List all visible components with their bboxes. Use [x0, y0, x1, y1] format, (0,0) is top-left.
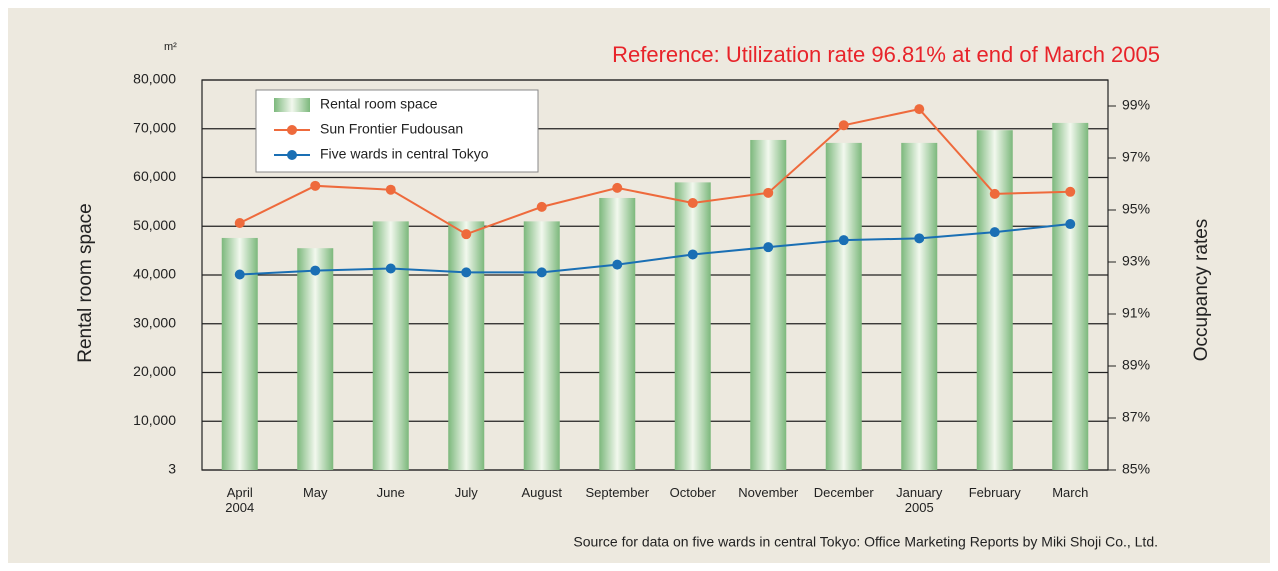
y-tick-label: 20,000: [133, 363, 176, 379]
line-point: [461, 267, 472, 278]
x-tick-label: December: [814, 485, 875, 500]
line-point: [612, 259, 623, 270]
bar: [1052, 122, 1089, 471]
unit-label: m²: [164, 41, 177, 53]
line-point: [989, 227, 1000, 238]
y2-tick-label: 87%: [1122, 409, 1150, 425]
x-tick-label: November: [738, 485, 799, 500]
legend-label: Five wards in central Tokyo: [320, 146, 489, 162]
bar: [297, 248, 334, 470]
line-point: [914, 233, 925, 244]
legend-label: Rental room space: [320, 96, 438, 112]
bar: [372, 221, 409, 470]
bar: [825, 142, 862, 470]
bar: [599, 197, 636, 470]
chart-title: Reference: Utilization rate 96.81% at en…: [612, 42, 1160, 67]
x-tick-label: October: [670, 485, 717, 500]
line-point: [612, 182, 623, 193]
bar: [674, 182, 711, 470]
line-point: [385, 263, 396, 274]
y2-tick-label: 97%: [1122, 149, 1150, 165]
line-point: [310, 180, 321, 191]
line-series: [239, 223, 1071, 276]
y-tick-label: 40,000: [133, 266, 176, 282]
y-tick-label: 50,000: [133, 217, 176, 233]
line-point: [914, 104, 925, 115]
line-point: [687, 249, 698, 260]
x-tick-label: May: [303, 485, 328, 500]
x-tick-label: January 2005: [896, 485, 943, 515]
x-tick-label: July: [455, 485, 479, 500]
line-point: [536, 201, 547, 212]
legend-label: Sun Frontier Fudousan: [320, 121, 463, 137]
line-point: [310, 265, 321, 276]
line-point: [763, 187, 774, 198]
line-point: [234, 218, 245, 228]
line-point: [687, 197, 698, 208]
bar: [976, 130, 1013, 470]
legend-swatch: [287, 125, 297, 135]
legend-swatch: [274, 98, 310, 112]
line-point: [234, 269, 245, 280]
line-point: [461, 229, 472, 240]
bar: [901, 142, 938, 470]
line-point: [536, 267, 547, 278]
line-point: [1065, 186, 1076, 197]
line-point: [1065, 219, 1076, 230]
y2-tick-label: 99%: [1122, 97, 1150, 113]
x-tick-label: August: [522, 485, 563, 500]
y-axis-label: Rental room space: [75, 203, 96, 362]
y2-tick-label: 95%: [1122, 201, 1150, 217]
y-tick-label: 60,000: [133, 168, 176, 184]
y-tick-label: 70,000: [133, 119, 176, 135]
y2-axis-label: Occupancy rates: [1191, 219, 1212, 362]
bar: [448, 221, 485, 470]
y-tick-label: 3: [168, 461, 176, 477]
y-tick-label: 80,000: [133, 71, 176, 87]
y2-tick-label: 93%: [1122, 253, 1150, 269]
line-point: [989, 188, 1000, 199]
x-tick-label: April 2004: [225, 485, 254, 515]
x-tick-label: September: [585, 485, 649, 500]
x-tick-label: March: [1052, 485, 1088, 500]
y-tick-label: 30,000: [133, 314, 176, 330]
y2-tick-label: 91%: [1122, 305, 1150, 321]
y2-tick-label: 89%: [1122, 357, 1150, 373]
plot-frame: [201, 79, 1109, 471]
x-tick-label: June: [377, 485, 405, 500]
line-point: [385, 184, 396, 195]
bar: [523, 221, 560, 470]
y2-tick-label: 85%: [1122, 461, 1150, 477]
y-tick-label: 10,000: [133, 412, 176, 428]
line-series: [239, 108, 1071, 236]
line-point: [838, 235, 849, 246]
legend-swatch: [287, 150, 297, 160]
source-note: Source for data on five wards in central…: [573, 534, 1158, 550]
line-point: [763, 242, 774, 253]
x-tick-label: February: [969, 485, 1022, 500]
line-point: [838, 120, 849, 131]
